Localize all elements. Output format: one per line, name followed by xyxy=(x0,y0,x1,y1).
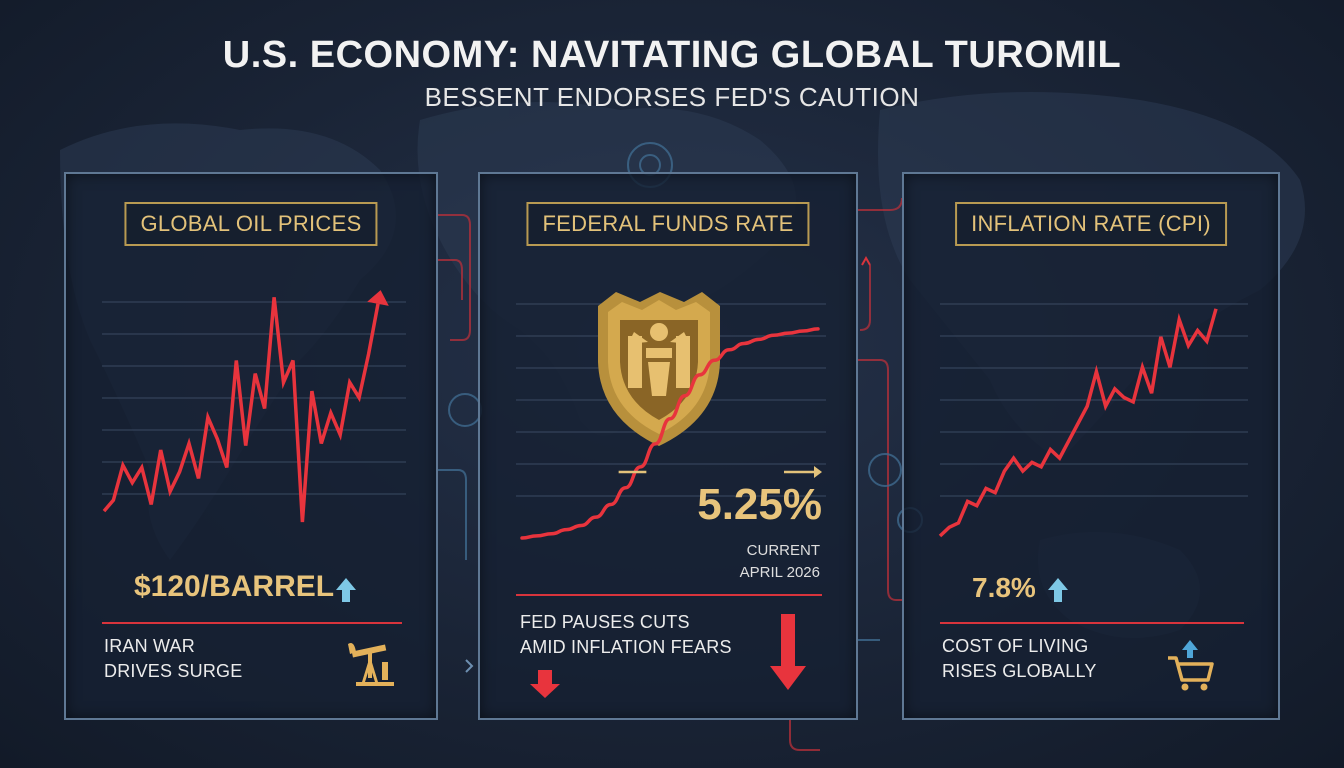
cpi-divider xyxy=(940,622,1244,624)
up-arrow-icon xyxy=(1048,578,1068,602)
oil-prices-panel: GLOBAL OIL PRICES $120/BARREL IRAN WAR D… xyxy=(64,172,438,720)
inflation-chart xyxy=(938,303,1248,538)
cpi-caption-line2: RISES GLOBALLY xyxy=(942,661,1097,681)
shopping-cart-icon xyxy=(1168,640,1214,691)
oil-caption-line2: DRIVES SURGE xyxy=(104,661,243,681)
fed-divider xyxy=(516,594,822,596)
fed-rate-value: 5.25% xyxy=(697,480,822,529)
right-arrow-icon xyxy=(618,466,822,478)
page-title: U.S. ECONOMY: NAVITATING GLOBAL TUROMIL xyxy=(222,34,1122,76)
oil-pump-icon xyxy=(348,643,394,686)
fed-rate-chart xyxy=(516,292,826,540)
up-arrow-icon xyxy=(336,578,356,602)
cpi-panel-title: INFLATION RATE (CPI) xyxy=(955,202,1227,246)
oil-price-line xyxy=(102,297,380,523)
fed-panel-title: FEDERAL FUNDS RATE xyxy=(526,202,810,246)
fed-current-label: CURRENT xyxy=(746,542,820,559)
down-arrow-icon xyxy=(530,670,560,698)
oil-caption: IRAN WAR DRIVES SURGE xyxy=(104,634,242,684)
oil-price-value: $120/BARREL xyxy=(134,570,335,603)
eagle-shield-icon xyxy=(598,292,720,446)
cpi-caption-line1: COST OF LIVING xyxy=(942,636,1089,656)
inflation-value: 7.8% xyxy=(972,572,1036,603)
down-arrow-icon xyxy=(770,614,806,690)
oil-panel-title: GLOBAL OIL PRICES xyxy=(124,202,378,246)
inflation-panel: INFLATION RATE (CPI) 7.8% COST OF LIVING… xyxy=(902,172,1280,720)
fed-caption-line2: AMID INFLATION FEARS xyxy=(520,637,732,657)
fed-date-label: APRIL 2026 xyxy=(739,564,820,581)
oil-caption-line1: IRAN WAR xyxy=(104,636,195,656)
inflation-line xyxy=(938,308,1218,538)
fed-funds-panel: FEDERAL FUNDS RATE 5.25% CURRENT A xyxy=(478,172,858,720)
page-subtitle: BESSENT ENDORSES FED'S CAUTION xyxy=(424,82,920,112)
oil-price-chart xyxy=(102,290,406,523)
fed-caption-line1: FED PAUSES CUTS xyxy=(520,612,690,632)
fed-rate-line xyxy=(520,327,820,540)
oil-divider xyxy=(102,622,402,624)
fed-caption: FED PAUSES CUTS AMID INFLATION FEARS xyxy=(520,610,732,660)
cpi-caption: COST OF LIVING RISES GLOBALLY xyxy=(942,634,1097,684)
oil-trend-arrowhead xyxy=(367,290,389,306)
